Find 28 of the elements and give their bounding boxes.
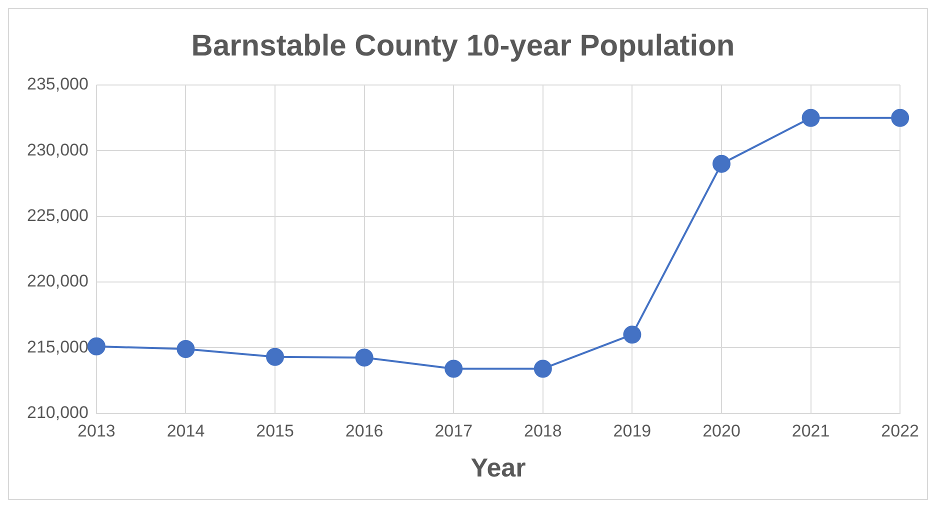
point [534,360,552,378]
x-tick-label: 2019 [613,421,652,440]
y-tick-label: 210,000 [27,403,88,422]
x-tick-label: 2017 [434,421,473,440]
x-tick-label: 2018 [524,421,562,440]
x-tick-label: 2022 [881,421,920,440]
chart-title: Barnstable County 10-year Population [191,29,735,62]
y-tick-label: 225,000 [27,206,88,226]
x-tick-label: 2020 [702,421,740,440]
point [87,337,106,356]
x-tick-label: 2015 [256,421,294,440]
point [623,326,642,344]
x-tick-label: 2014 [166,421,205,440]
y-tick-label: 215,000 [27,337,88,356]
point [444,360,463,378]
y-tick-label: 235,000 [27,74,88,94]
point [176,340,195,358]
x-tick-label: 2016 [345,421,384,440]
y-tick-label: 230,000 [27,140,88,160]
x-axis-title: Year [470,452,526,483]
x-tick-label: 2021 [792,421,830,440]
x-tick-label: 2013 [78,421,116,440]
y-tick-label: 220,000 [27,272,88,291]
point [712,154,731,173]
point [266,348,284,366]
point [802,108,820,127]
point [355,348,374,367]
point [891,108,910,127]
